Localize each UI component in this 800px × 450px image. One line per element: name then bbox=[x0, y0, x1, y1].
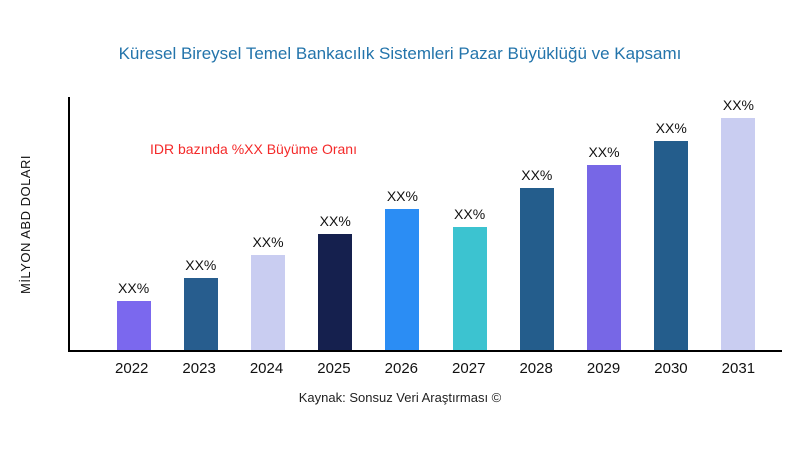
bar-group-2028: XX% bbox=[503, 167, 570, 350]
y-axis-label: MİLYON ABD DOLARI bbox=[17, 154, 33, 294]
x-axis-tick-labels: 2022 2023 2024 2025 2026 2027 2028 2029 2030 2031 bbox=[68, 360, 782, 377]
bar bbox=[385, 209, 420, 350]
x-tick-label: 2025 bbox=[317, 360, 351, 377]
bar bbox=[452, 227, 487, 350]
bar bbox=[318, 234, 353, 350]
x-tick-label: 2022 bbox=[115, 360, 149, 377]
bar bbox=[251, 255, 285, 350]
bar bbox=[587, 165, 622, 350]
y-axis-label-container: MİLYON ABD DOLARI bbox=[10, 97, 40, 352]
bar-value-label: XX% bbox=[319, 213, 351, 229]
x-tick-label: 2026 bbox=[384, 360, 419, 377]
bar-value-label: XX% bbox=[655, 120, 687, 136]
bar-group-2026: XX% bbox=[369, 188, 436, 350]
bar-value-label: XX% bbox=[722, 97, 754, 113]
bar bbox=[116, 301, 151, 350]
bar-group-2024: XX% bbox=[234, 234, 301, 350]
chart-title: Küresel Bireysel Temel Bankacılık Sistem… bbox=[118, 44, 682, 63]
bar-value-label: XX% bbox=[454, 206, 486, 222]
bar bbox=[183, 278, 218, 350]
x-tick-label: 2028 bbox=[519, 360, 553, 377]
bar-group-2027: XX% bbox=[436, 206, 503, 350]
bar-value-label: XX% bbox=[521, 167, 553, 183]
x-tick-label: 2031 bbox=[721, 360, 756, 377]
growth-rate-annotation: IDR bazında %XX Büyüme Oranı bbox=[150, 141, 357, 157]
bar-group-2029: XX% bbox=[570, 144, 637, 350]
x-tick-label: 2023 bbox=[182, 360, 216, 377]
bar bbox=[721, 118, 756, 350]
bar-group-2022: XX% bbox=[100, 280, 167, 350]
bars-container: XX% XX% XX% XX% XX% XX% XX% XX% XX% XX% bbox=[70, 97, 782, 350]
bar-group-2031: XX% bbox=[705, 97, 772, 350]
bar bbox=[654, 141, 689, 350]
bar-group-2025: XX% bbox=[302, 213, 369, 350]
bar-group-2030: XX% bbox=[638, 120, 705, 350]
x-tick-label: 2029 bbox=[586, 360, 621, 377]
bar-group-2023: XX% bbox=[167, 257, 234, 350]
x-tick-label: 2024 bbox=[249, 360, 284, 377]
bar-value-label: XX% bbox=[386, 188, 418, 204]
bar bbox=[519, 188, 554, 350]
x-tick-label: 2027 bbox=[452, 360, 486, 377]
bar-value-label: XX% bbox=[185, 257, 217, 273]
bar-value-label: XX% bbox=[588, 144, 620, 160]
x-tick-label: 2030 bbox=[654, 360, 688, 377]
source-caption: Kaynak: Sonsuz Veri Araştırması © bbox=[298, 390, 502, 405]
plot-column: IDR bazında %XX Büyüme Oranı XX% XX% XX% XX… bbox=[68, 97, 782, 377]
plot-area: IDR bazında %XX Büyüme Oranı XX% XX% XX% XX… bbox=[68, 97, 782, 352]
bar-value-label: XX% bbox=[252, 234, 284, 250]
bar-value-label: XX% bbox=[118, 280, 150, 296]
